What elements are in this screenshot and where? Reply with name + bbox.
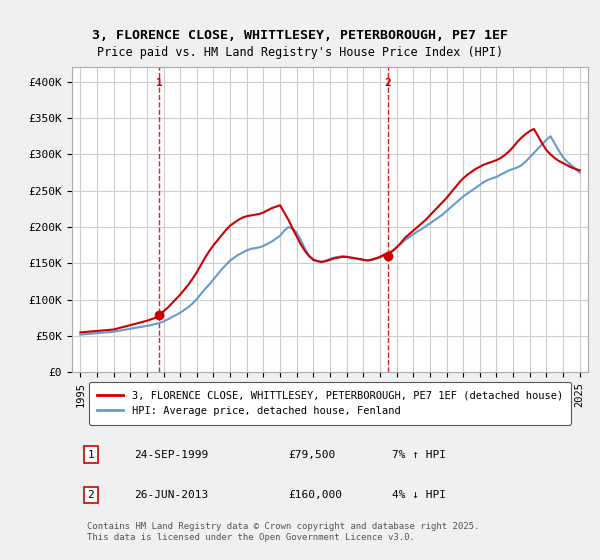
- Text: 4% ↓ HPI: 4% ↓ HPI: [392, 490, 446, 500]
- Text: Price paid vs. HM Land Registry's House Price Index (HPI): Price paid vs. HM Land Registry's House …: [97, 45, 503, 59]
- Text: 1: 1: [88, 450, 94, 460]
- Legend: 3, FLORENCE CLOSE, WHITTLESEY, PETERBOROUGH, PE7 1EF (detached house), HPI: Aver: 3, FLORENCE CLOSE, WHITTLESEY, PETERBORO…: [89, 382, 571, 424]
- Text: 24-SEP-1999: 24-SEP-1999: [134, 450, 208, 460]
- Text: 2: 2: [88, 490, 94, 500]
- Text: 3, FLORENCE CLOSE, WHITTLESEY, PETERBOROUGH, PE7 1EF: 3, FLORENCE CLOSE, WHITTLESEY, PETERBORO…: [92, 29, 508, 42]
- Text: 2: 2: [385, 78, 391, 88]
- Text: 1: 1: [155, 78, 163, 88]
- Text: 26-JUN-2013: 26-JUN-2013: [134, 490, 208, 500]
- Text: 7% ↑ HPI: 7% ↑ HPI: [392, 450, 446, 460]
- Text: £160,000: £160,000: [289, 490, 343, 500]
- Text: £79,500: £79,500: [289, 450, 336, 460]
- Text: Contains HM Land Registry data © Crown copyright and database right 2025.
This d: Contains HM Land Registry data © Crown c…: [88, 522, 480, 542]
